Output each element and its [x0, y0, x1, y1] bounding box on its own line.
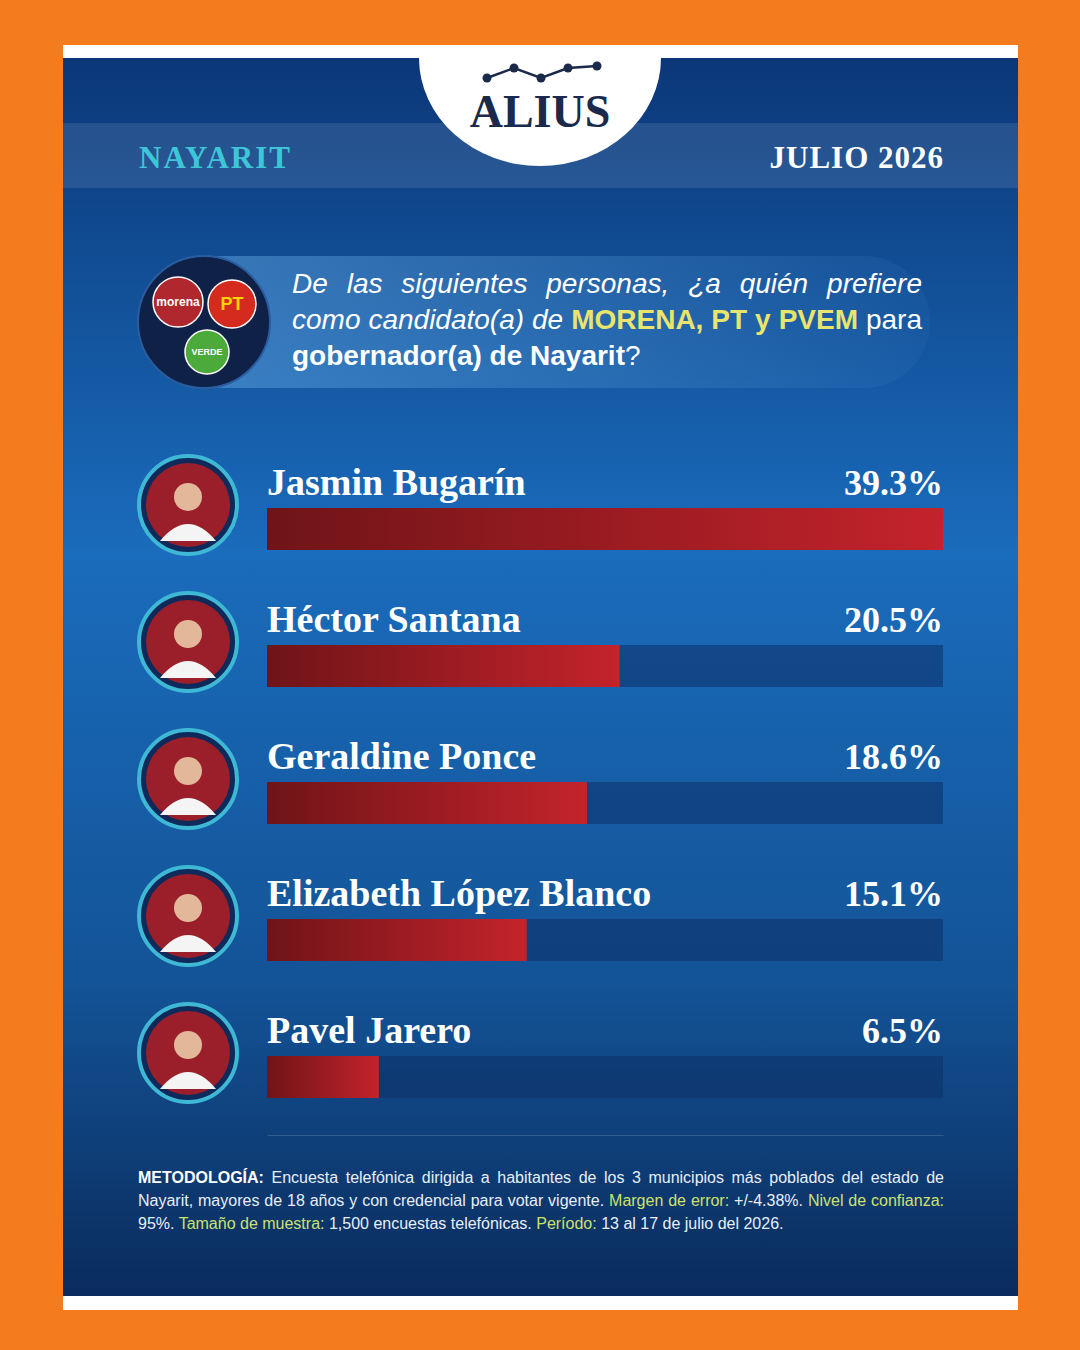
bar-track [267, 1056, 943, 1098]
method-item-value: 95%. [138, 1215, 174, 1232]
candidate-name: Jasmin Bugarín [267, 461, 526, 503]
border [0, 0, 1080, 1350]
frame [63, 45, 1018, 1310]
photo-head [174, 620, 202, 648]
photo-ring [139, 593, 237, 691]
bar-track [267, 508, 943, 550]
logo-dot [510, 64, 519, 73]
method-item-label: Período: [536, 1215, 596, 1232]
photo [146, 463, 230, 547]
method-label: METODOLOGÍA: [138, 1169, 264, 1186]
value-label: 6.5% [862, 1011, 943, 1051]
bar-track [267, 645, 943, 687]
photo [146, 600, 230, 684]
axis-line [268, 1135, 944, 1136]
method-item-value: 13 al 17 de julio del 2026. [601, 1215, 783, 1232]
candidate-name: Elizabeth López Blanco [267, 872, 651, 914]
bar [267, 508, 943, 550]
panel [63, 58, 1018, 1296]
question-middle: para [858, 304, 922, 335]
photo-head [174, 1031, 202, 1059]
bars [267, 508, 943, 1098]
method-item-value: 1,500 encuestas telefónicas. [329, 1215, 532, 1232]
party-name: VERDE [191, 347, 222, 357]
photo-body [160, 798, 216, 815]
photo-body [160, 524, 216, 541]
photo-head [174, 483, 202, 511]
photo-body [160, 1072, 216, 1089]
value-label: 20.5% [844, 600, 943, 640]
value-label: 39.3% [844, 463, 943, 503]
party-logo [208, 280, 256, 328]
photo-ring [139, 456, 237, 554]
question-office: gobernador(a) de Nayarit [292, 340, 625, 371]
question-end: ? [625, 340, 641, 371]
method-item-label: Nivel de confianza: [808, 1192, 944, 1209]
bar [267, 1056, 379, 1098]
candidate-name: Pavel Jarero [267, 1009, 471, 1051]
party-logos [138, 256, 270, 388]
photo-head [174, 757, 202, 785]
brand: ALIUS [470, 86, 611, 137]
bar-track [267, 782, 943, 824]
region: NAYARIT [139, 140, 292, 175]
question: De las siguientes personas, ¿a quién pre… [292, 266, 922, 374]
method-item-value: +/-4.38%. [734, 1192, 803, 1209]
bar [267, 782, 587, 824]
photo [146, 1011, 230, 1095]
value-label: 15.1% [844, 874, 943, 914]
x-axis [268, 1135, 944, 1136]
photo-body [160, 661, 216, 678]
photo [146, 874, 230, 958]
bar [267, 919, 527, 961]
bar [267, 645, 620, 687]
photo-ring [139, 730, 237, 828]
method-item-label: Tamaño de muestra: [179, 1215, 325, 1232]
logo-dot [593, 62, 602, 71]
logo-dot [483, 74, 492, 83]
question-parties: MORENA, PT y PVEM [571, 304, 858, 335]
method-item-label: Margen de error: [609, 1192, 729, 1209]
photo-ring [139, 867, 237, 965]
bar-track [267, 919, 943, 961]
photo-body [160, 935, 216, 952]
candidate-name: Héctor Santana [267, 598, 521, 640]
party-name: morena [156, 295, 200, 309]
logo-dot [564, 64, 573, 73]
logo-dot [537, 74, 546, 83]
methodology: METODOLOGÍA: Encuesta telefónica dirigid… [138, 1166, 944, 1235]
photo [146, 737, 230, 821]
photo-ring [139, 1004, 237, 1102]
date: JULIO 2026 [770, 140, 945, 175]
logo-badge [419, 58, 661, 166]
party-logo [153, 277, 203, 327]
value-label: 18.6% [844, 737, 943, 777]
party-logo [185, 330, 229, 374]
photo-head [174, 894, 202, 922]
party-name: PT [220, 294, 243, 314]
candidate-name: Geraldine Ponce [267, 735, 536, 777]
